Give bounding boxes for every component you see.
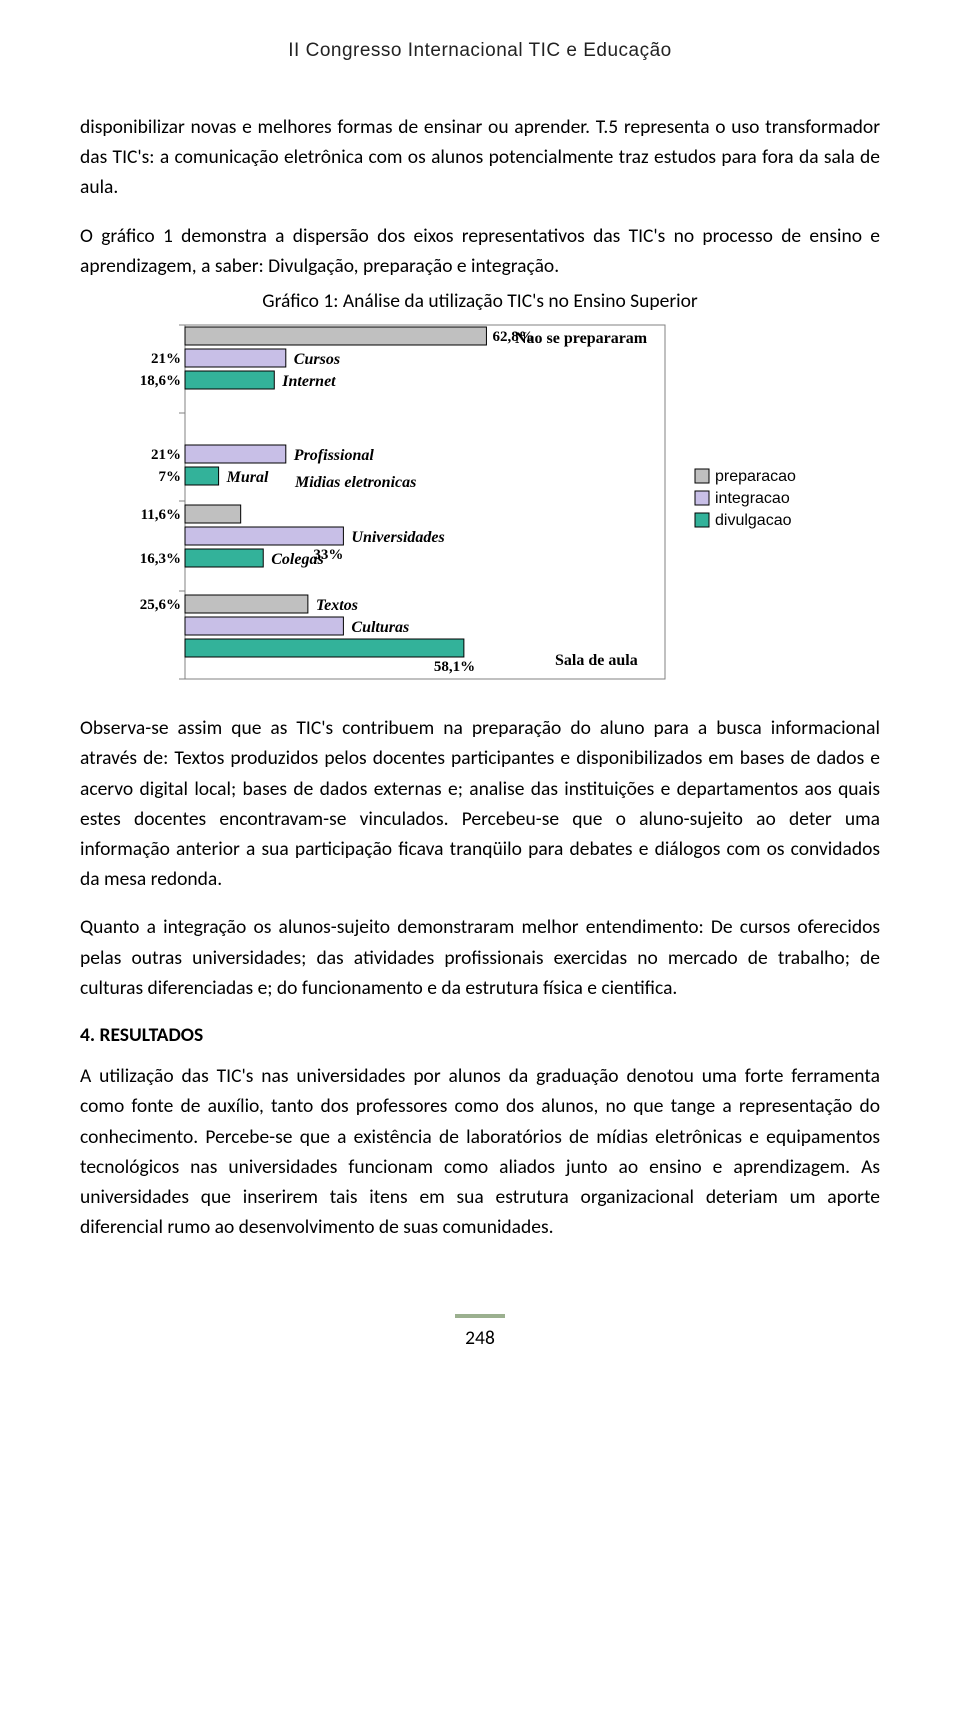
svg-text:Internet: Internet: [281, 373, 336, 390]
svg-text:Culturas: Culturas: [351, 619, 409, 636]
page-number: 248: [465, 1326, 495, 1350]
section-heading-resultados: 4. RESULTADOS: [80, 1023, 880, 1047]
svg-text:preparacao: preparacao: [715, 468, 796, 485]
svg-text:Nao se prepararam: Nao se prepararam: [515, 330, 648, 347]
svg-text:21%: 21%: [151, 351, 181, 367]
svg-text:16,3%: 16,3%: [140, 551, 181, 567]
paragraph-5: A utilização das TIC's nas universidades…: [80, 1061, 880, 1242]
paragraph-3: Observa-se assim que as TIC's contribuem…: [80, 713, 880, 894]
svg-text:21%: 21%: [151, 447, 181, 463]
svg-text:integracao: integracao: [715, 490, 790, 507]
page-header: II Congresso Internacional TIC e Educaçã…: [80, 40, 880, 62]
paragraph-2: O gráfico 1 demonstra a dispersão dos ei…: [80, 221, 880, 281]
svg-text:58,1%: 58,1%: [434, 659, 475, 675]
chart-grafico-1: 62,8%21%Cursos18,6%InternetNao se prepar…: [135, 319, 825, 685]
svg-text:Midias eletronicas: Midias eletronicas: [294, 474, 416, 491]
chart-caption: Gráfico 1: Análise da utilização TIC's n…: [80, 289, 880, 313]
svg-text:18,6%: 18,6%: [140, 373, 181, 389]
svg-text:Profissional: Profissional: [293, 447, 375, 464]
footer-rule: [455, 1314, 505, 1318]
paragraph-4: Quanto a integração os alunos-sujeito de…: [80, 912, 880, 1003]
svg-text:7%: 7%: [159, 469, 182, 485]
svg-text:divulgacao: divulgacao: [715, 512, 792, 529]
page-footer: 248: [80, 1302, 880, 1350]
svg-text:Colegas: Colegas: [271, 551, 323, 568]
svg-text:Textos: Textos: [316, 597, 358, 614]
svg-text:Universidades: Universidades: [351, 529, 444, 546]
svg-text:Mural: Mural: [226, 469, 269, 486]
svg-text:11,6%: 11,6%: [141, 507, 181, 523]
paragraph-1: disponibilizar novas e melhores formas d…: [80, 112, 880, 203]
svg-text:Cursos: Cursos: [294, 351, 340, 368]
svg-text:25,6%: 25,6%: [140, 597, 181, 613]
svg-text:Sala de aula: Sala de aula: [555, 652, 638, 669]
